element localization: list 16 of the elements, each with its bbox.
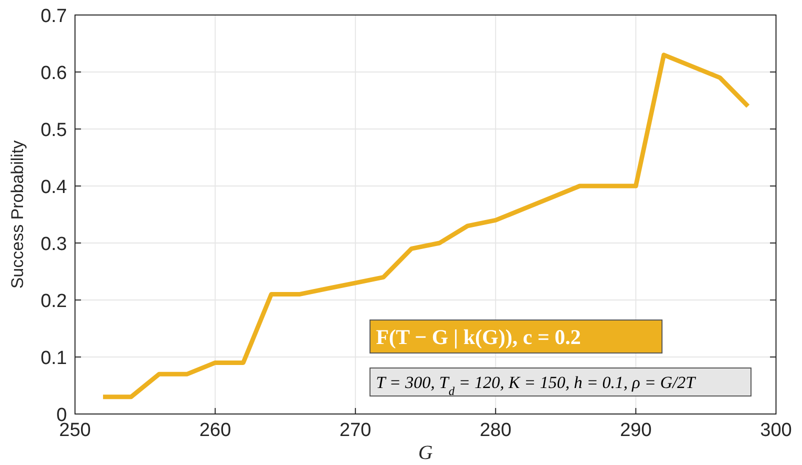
y-tick-label: 0.2 bbox=[40, 291, 67, 312]
y-tick-label: 0.4 bbox=[40, 177, 68, 198]
y-tick-label: 0.6 bbox=[40, 63, 67, 84]
y-tick-label: 0.3 bbox=[40, 234, 67, 255]
y-tick-label: 0.5 bbox=[40, 120, 67, 141]
x-tick-label: 270 bbox=[340, 420, 372, 441]
x-tick-label: 290 bbox=[620, 420, 652, 441]
annotation: F(T − G | k(G)), c = 0.2 bbox=[376, 324, 581, 349]
annotation: T = 300, T$_{d}$ = 120, K = 150, h = 0.1, ρ = G/2T bbox=[376, 372, 697, 398]
x-tick-label: 300 bbox=[760, 420, 792, 441]
y-tick-label: 0.1 bbox=[40, 348, 67, 369]
x-tick-label: 260 bbox=[199, 420, 232, 441]
x-tick-label: 280 bbox=[480, 420, 512, 441]
y-tick-label: 0.7 bbox=[40, 6, 67, 27]
x-axis-title: G bbox=[418, 442, 434, 464]
y-axis-title: Success Probability bbox=[8, 140, 27, 289]
